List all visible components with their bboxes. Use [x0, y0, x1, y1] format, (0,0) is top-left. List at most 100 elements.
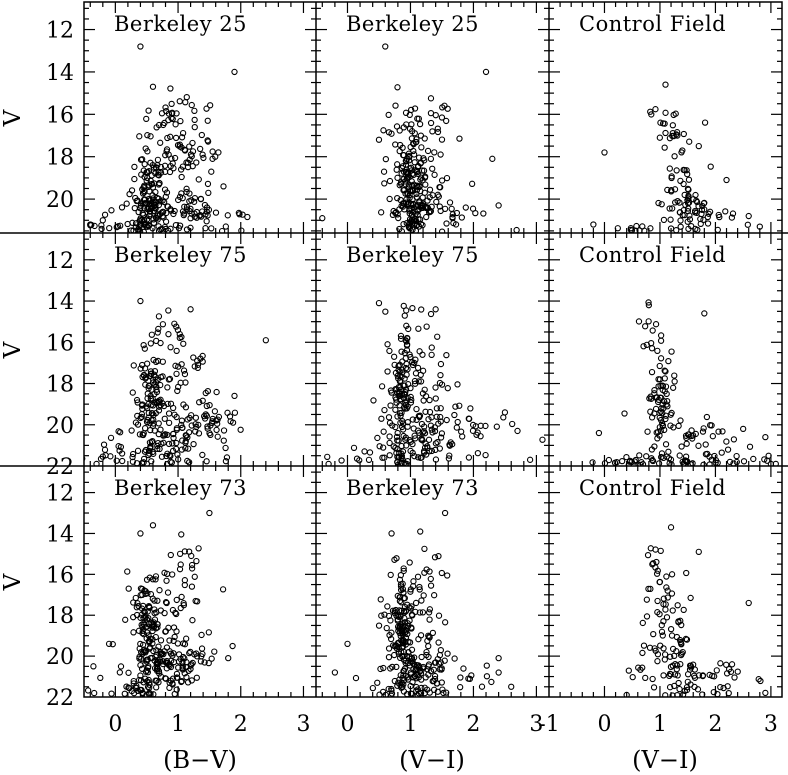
data-point [664, 186, 671, 194]
data-point [454, 381, 461, 388]
data-point [157, 426, 164, 433]
data-point [657, 332, 665, 339]
data-point [629, 674, 636, 681]
panel-row2-col3: Control Field [549, 233, 782, 466]
data-point [417, 632, 425, 639]
data-point [627, 225, 635, 232]
data-point [200, 154, 207, 162]
data-point [677, 638, 684, 646]
data-point [442, 619, 449, 626]
data-point [676, 685, 683, 693]
data-point [138, 156, 146, 163]
data-point [493, 423, 500, 430]
data-point [402, 626, 409, 634]
data-point [659, 632, 666, 639]
data-point [706, 461, 713, 466]
data-point [205, 659, 212, 667]
data-point [402, 161, 410, 168]
data-point [601, 149, 608, 156]
data-point [150, 180, 158, 187]
data-point [199, 352, 206, 360]
data-point [165, 110, 173, 117]
data-point [698, 206, 706, 213]
data-point [452, 221, 460, 228]
data-point [122, 616, 129, 623]
data-point [381, 180, 388, 187]
data-point [209, 148, 216, 155]
data-point [183, 185, 190, 192]
data-point [131, 175, 138, 183]
data-point [116, 669, 123, 676]
data-point [431, 149, 438, 156]
data-point [154, 171, 162, 178]
data-point [134, 197, 141, 204]
data-point [140, 189, 148, 196]
data-point [668, 348, 675, 355]
data-point [186, 414, 193, 422]
data-point [185, 459, 193, 466]
data-point [178, 531, 185, 538]
data-point [642, 674, 649, 682]
data-point [140, 371, 148, 379]
data-point [223, 454, 231, 461]
data-point [428, 426, 435, 433]
data-point [194, 361, 202, 368]
data-point [165, 440, 173, 448]
data-point [662, 601, 669, 608]
panel-ticks [549, 466, 782, 697]
data-point [98, 222, 105, 229]
data-point [418, 684, 425, 692]
data-point [727, 668, 735, 675]
data-point [444, 385, 451, 392]
data-point [388, 130, 395, 137]
data-point [456, 402, 463, 409]
data-point [683, 686, 691, 694]
data-point [405, 649, 412, 656]
data-point [420, 155, 427, 162]
data-point [130, 629, 137, 636]
data-point [144, 590, 151, 597]
data-point [178, 173, 185, 181]
data-point [173, 686, 180, 693]
data-point [392, 642, 400, 649]
data-point [627, 457, 634, 465]
data-point [150, 622, 157, 629]
data-point [422, 408, 429, 415]
data-point [440, 689, 447, 697]
data-point [154, 329, 161, 336]
data-point [139, 431, 146, 438]
data-point [381, 454, 388, 461]
data-point [97, 674, 104, 682]
data-point [691, 207, 699, 215]
data-point [757, 677, 764, 685]
data-point [133, 684, 140, 692]
data-point [694, 686, 702, 693]
data-point [488, 678, 495, 686]
scatter-points [84, 509, 236, 697]
data-point [409, 678, 416, 686]
data-point [669, 205, 676, 212]
data-point [391, 677, 398, 685]
data-point [650, 560, 657, 567]
data-point [409, 416, 416, 423]
y-tick-label: 14 [46, 61, 74, 86]
data-point [152, 653, 159, 661]
data-point [181, 655, 188, 662]
data-point [169, 160, 176, 167]
data-point [391, 643, 398, 650]
data-point [181, 548, 189, 555]
data-point [459, 433, 466, 440]
data-point [400, 565, 407, 572]
data-point [664, 594, 671, 601]
data-point [431, 554, 439, 561]
data-point [454, 418, 461, 426]
data-point [425, 436, 433, 443]
data-point [755, 676, 762, 683]
data-point [405, 157, 413, 164]
data-point [156, 670, 163, 677]
data-point [429, 128, 436, 135]
data-point [644, 428, 651, 435]
data-point [181, 147, 189, 154]
data-point [193, 653, 201, 660]
y-tick-label: 16 [46, 563, 74, 588]
